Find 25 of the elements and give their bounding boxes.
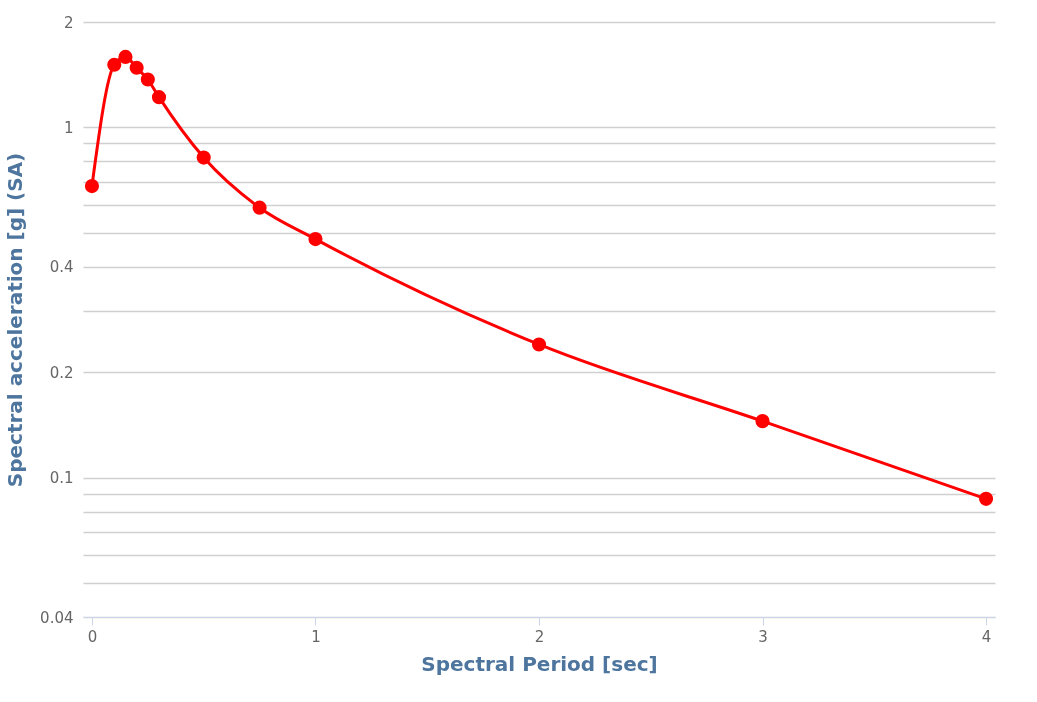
point [196,150,211,165]
point [118,49,133,64]
y-tick-label: 2 [63,13,74,32]
point [252,200,267,215]
y-tick-label: 0.2 [49,363,74,382]
y-tick-label: 0.1 [49,469,74,488]
x-tick-label: 2 [534,627,545,646]
x-tick-label: 0 [87,627,98,646]
x-tick-label: 1 [311,627,321,646]
point [308,232,323,247]
y-tick-label: 0.04 [40,608,74,627]
y-tick-label: 0.4 [49,258,74,277]
y-tick-label: 1 [63,118,74,137]
y-axis-title: Spectral acceleration [g] (SA) [3,152,28,488]
point [84,179,100,194]
x-tick-label: 4 [981,627,992,646]
point [140,72,155,87]
point [978,491,994,506]
point [129,60,144,75]
point [107,57,122,72]
point [531,337,547,352]
point [151,90,167,105]
point [755,414,770,429]
x-axis-title: Spectral Period [sec] [421,651,658,676]
x-tick-label: 3 [758,627,768,646]
